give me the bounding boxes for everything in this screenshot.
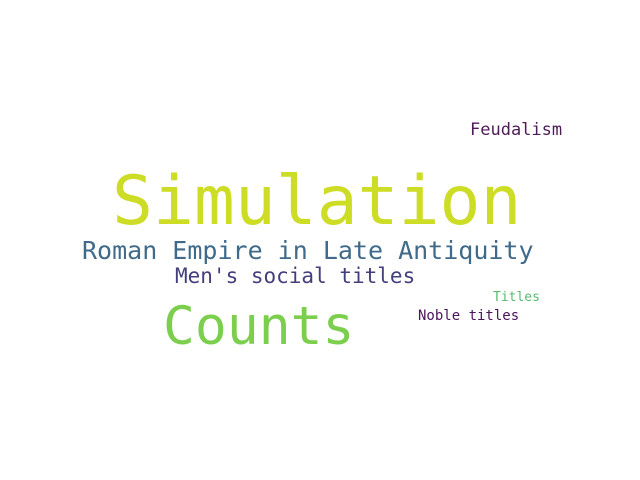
word-counts: Counts <box>163 296 355 357</box>
word-mens-social-titles: Men's social titles <box>175 264 416 288</box>
word-feudalism: Feudalism <box>470 120 563 140</box>
word-titles: Titles <box>493 290 540 305</box>
word-noble-titles: Noble titles <box>418 308 520 324</box>
word-simulation: Simulation <box>112 162 522 241</box>
word-roman-empire-in-late-antiquity: Roman Empire in Late Antiquity <box>82 236 534 265</box>
